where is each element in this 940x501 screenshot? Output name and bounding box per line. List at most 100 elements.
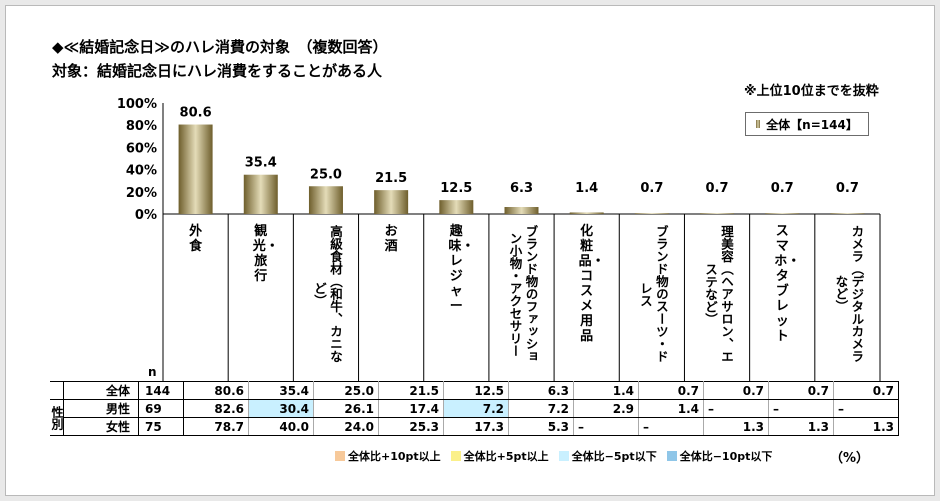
category-label: 趣味・レジャー	[448, 224, 475, 314]
category-label: 化粧品・コスメ用品	[578, 224, 605, 344]
bar	[634, 213, 669, 214]
bar-value-label: 25.0	[310, 167, 342, 182]
table-cell: 0.7	[768, 381, 834, 400]
table-cell: 35.4	[248, 381, 314, 400]
bar	[700, 213, 735, 214]
category-label: ブランド物のスーツ・ドレス	[637, 225, 669, 363]
table-cell: –	[703, 399, 769, 418]
row-label: 女性	[63, 417, 139, 436]
bar-value-label: 80.6	[180, 106, 212, 121]
bar-value-label: 0.7	[771, 181, 794, 196]
table-cell: 40.0	[248, 417, 314, 436]
bar	[439, 200, 474, 214]
key-swatch	[666, 451, 677, 461]
row-label: 男性	[63, 399, 139, 418]
y-tick-label: 60%	[126, 141, 157, 156]
bar-value-label: 1.4	[575, 181, 598, 196]
group-label-cell	[50, 381, 64, 400]
chart-title: ◆≪結婚記念日≫のハレ消費の対象 （複数回答）	[52, 38, 388, 56]
category-label: スマホ・タブレット	[774, 224, 801, 344]
table-cell: –	[833, 399, 899, 418]
bar	[569, 212, 604, 214]
table-cell: 17.4	[378, 399, 444, 418]
table-cell: 1.3	[703, 417, 769, 436]
bar-value-label: 0.7	[640, 181, 663, 196]
bar-value-label: 0.7	[706, 181, 729, 196]
category-label: ブランド物のファッション小物・アクセサリー	[507, 225, 539, 363]
table-cell: 12.5	[443, 381, 509, 400]
table-cell: 1.4	[638, 399, 704, 418]
bar	[504, 207, 539, 214]
key-label: 全体比−10pt以下	[679, 450, 773, 463]
category-label: 高級食材（和牛、カニなど）	[311, 225, 343, 363]
table-cell: 1.3	[768, 417, 834, 436]
table-cell: 24.0	[313, 417, 379, 436]
y-tick-label: 100%	[117, 97, 157, 112]
table-cell: 5.3	[508, 417, 574, 436]
table-cell: 78.7	[183, 417, 249, 436]
table-row: 性別 男性 69 82.6 30.4 26.1 17.4 7.2 7.2 2.9…	[50, 399, 899, 436]
key-swatch	[335, 451, 345, 461]
n-label: n	[148, 365, 157, 379]
key-label: 全体比+10pt以上	[348, 450, 441, 463]
table-cell: 7.2	[443, 399, 509, 418]
y-tick-label: 0%	[135, 208, 157, 223]
table-cell: 6.3	[508, 381, 574, 400]
table-cell: 25.0	[313, 381, 379, 400]
chart-subtitle: 対象：結婚記念日にハレ消費をすることがある人	[52, 62, 383, 80]
table-cell: 1.4	[573, 381, 639, 400]
highlight-key: 全体比+10pt以上 全体比+5pt以上 全体比−5pt以下 全体比−10pt以…	[335, 448, 772, 464]
top10-note: ※上位10位までを抜粋	[744, 84, 879, 99]
row-n: 75	[138, 417, 184, 436]
bar-value-label: 21.5	[375, 171, 407, 186]
category-label: 理美容（ヘアサロン、エステなど）	[703, 225, 735, 363]
bar-value-label: 35.4	[245, 156, 277, 171]
bar-value-label: 12.5	[440, 181, 472, 196]
table-cell: 0.7	[833, 381, 899, 400]
table-cell: 25.3	[378, 417, 444, 436]
y-tick-label: 40%	[126, 164, 157, 179]
table-cell: 1.3	[833, 417, 899, 436]
table-cell: –	[768, 399, 834, 418]
table-cell: 82.6	[183, 399, 249, 418]
row-n: 144	[138, 381, 184, 400]
table-cell: –	[638, 417, 704, 436]
table-cell: 30.4	[248, 399, 314, 418]
key-plus5: 全体比+5pt以上	[450, 448, 549, 464]
table-row: 女性 75 78.7 40.0 24.0 25.3 17.3 5.3 – – 1…	[50, 417, 899, 436]
key-plus10: 全体比+10pt以上	[335, 448, 441, 464]
y-tick-label: 80%	[126, 119, 157, 134]
table-cell: 21.5	[378, 381, 444, 400]
table-cell: 0.7	[638, 381, 704, 400]
table-row: 全体 144 80.6 35.4 25.0 21.5 12.5 6.3 1.4 …	[50, 381, 899, 400]
unit-label: （%）	[830, 451, 870, 466]
group-label: 性別	[50, 399, 64, 436]
data-table: 全体 144 80.6 35.4 25.0 21.5 12.5 6.3 1.4 …	[50, 381, 899, 436]
table-cell: 17.3	[443, 417, 509, 436]
bar	[765, 213, 800, 214]
key-label: 全体比−5pt以下	[571, 450, 657, 463]
bar	[830, 213, 865, 214]
table-cell: 0.7	[703, 381, 769, 400]
table-cell: 2.9	[573, 399, 639, 418]
category-label: お酒	[384, 224, 398, 254]
key-minus5: 全体比−5pt以下	[558, 448, 657, 464]
category-label: 観光・旅行	[252, 224, 279, 284]
bar	[243, 174, 278, 214]
legend-swatch	[756, 120, 761, 128]
bar-value-label: 6.3	[510, 181, 533, 196]
bar	[178, 124, 213, 214]
key-swatch	[558, 451, 569, 461]
key-label: 全体比+5pt以上	[463, 450, 549, 463]
bar	[374, 190, 409, 214]
bar	[308, 186, 343, 214]
legend-label: 全体【n=144】	[766, 117, 858, 132]
table-cell: –	[573, 417, 639, 436]
category-label: カメラ（デジタルカメラなど）	[833, 225, 865, 363]
key-swatch	[450, 451, 461, 461]
table-cell: 80.6	[183, 381, 249, 400]
row-label: 全体	[63, 381, 139, 400]
category-label: 外食	[189, 224, 203, 254]
table-cell: 7.2	[508, 399, 574, 418]
